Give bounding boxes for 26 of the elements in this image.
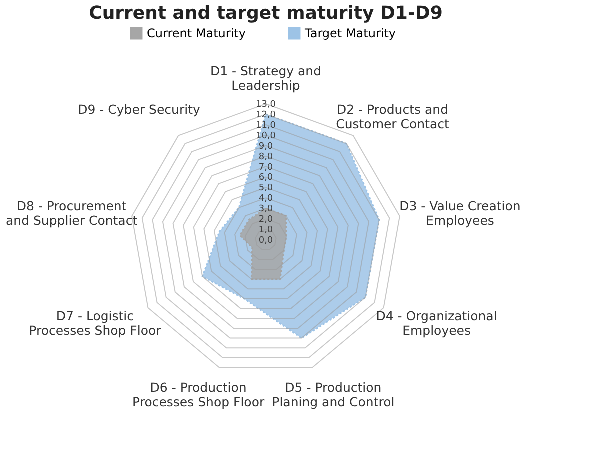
y-tick-label: 7,0 <box>258 162 274 173</box>
y-tick-label: 13,0 <box>256 100 276 110</box>
y-tick-label: 11,0 <box>256 120 276 131</box>
y-tick-label: 5,0 <box>258 184 274 194</box>
y-tick-label: 6,0 <box>258 173 274 184</box>
spoke-label: D9 - Cyber Security <box>78 102 201 117</box>
y-tick-label: 12,0 <box>256 110 276 120</box>
spoke-label: D2 - Products and Customer Contact <box>336 102 450 132</box>
spoke-label: D6 - Production Processes Shop Floor <box>132 380 266 410</box>
y-tick-label: 9,0 <box>258 142 274 152</box>
spoke-label: D7 - Logistic Processes Shop Floor <box>29 308 162 338</box>
legend-label: Current Maturity <box>147 26 246 41</box>
spoke-label: D4 - Organizational Employees <box>376 308 498 338</box>
y-tick-label: 2,0 <box>258 215 274 226</box>
spoke-label: D8 - Procurement and Supplier Contact <box>6 198 138 228</box>
spoke-label: D5 - Production Planing and Control <box>272 380 395 410</box>
y-tick-label: 0,0 <box>258 236 274 246</box>
spoke-label: D3 - Value Creation Employees <box>400 198 521 228</box>
chart-title: Current and target maturity D1-D9 <box>89 3 443 24</box>
y-tick-label: 10,0 <box>256 131 276 142</box>
y-tick-label: 8,0 <box>258 152 274 162</box>
y-tick-label: 4,0 <box>258 194 274 204</box>
y-tick-label: 1,0 <box>258 226 274 236</box>
spoke-label: D1 - Strategy and Leadership <box>210 64 322 94</box>
legend-label: Target Maturity <box>304 26 396 41</box>
y-tick-label: 3,0 <box>258 204 274 215</box>
